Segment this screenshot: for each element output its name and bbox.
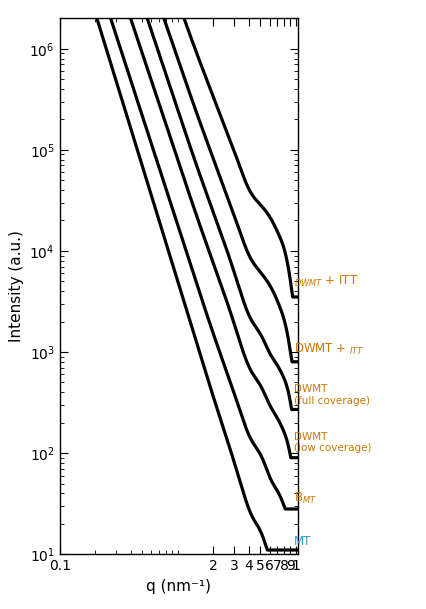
- Text: B$_{MT}$: B$_{MT}$: [294, 491, 317, 506]
- Text: MT: MT: [294, 535, 311, 548]
- Text: $_{DWMT}$ + ITT: $_{DWMT}$ + ITT: [294, 274, 358, 289]
- X-axis label: q (nm⁻¹): q (nm⁻¹): [147, 579, 211, 594]
- Text: DWMT
(full coverage): DWMT (full coverage): [294, 384, 370, 406]
- Text: DWMT
(low coverage): DWMT (low coverage): [294, 432, 371, 453]
- Text: DWMT + $_{ITT}$: DWMT + $_{ITT}$: [294, 342, 365, 357]
- Y-axis label: Intensity (a.u.): Intensity (a.u.): [9, 230, 24, 342]
